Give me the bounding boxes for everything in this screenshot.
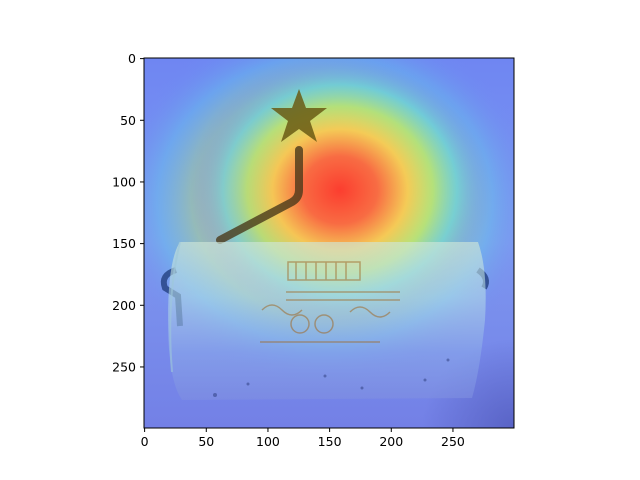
x-tick-label: 150 — [318, 434, 342, 449]
x-tick-label: 200 — [379, 434, 403, 449]
y-tick-label: 100 — [112, 174, 136, 189]
heatmap-image — [144, 58, 514, 428]
x-tick-label: 50 — [198, 434, 214, 449]
y-tick-label: 150 — [112, 236, 136, 251]
x-axis: 0 50 100 150 200 250 — [141, 428, 465, 449]
x-tick-label: 100 — [256, 434, 280, 449]
axes-frame — [143, 57, 515, 429]
roll-left-edge — [169, 241, 181, 373]
star-ornament — [271, 89, 327, 142]
x-tick-label: 250 — [441, 434, 465, 449]
y-tick-label: 250 — [112, 359, 136, 374]
x-tick-label: 0 — [141, 434, 149, 449]
y-tick-label: 0 — [128, 51, 136, 66]
roll-speckles — [213, 358, 450, 397]
y-tick-label: 50 — [120, 113, 136, 128]
stand-wire — [216, 146, 303, 244]
y-axis: 0 50 100 150 200 250 — [112, 51, 144, 374]
roll-print-pattern — [260, 261, 400, 343]
y-tick-label: 200 — [112, 298, 136, 313]
paper-towel-roll — [168, 242, 486, 400]
